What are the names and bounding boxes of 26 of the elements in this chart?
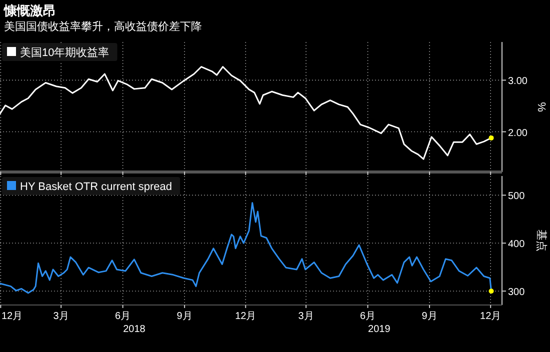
x-tick-label: 3月 [298,311,314,322]
y-axis-title: 基点 [535,230,548,252]
x-tick-label: 6月 [360,311,376,322]
x-tick-label: 9月 [176,311,192,322]
x-tick-label: 12月 [235,311,256,322]
y-tick-label: 3.00 [508,76,528,88]
line-series [0,202,492,294]
x-tick-label: 9月 [422,311,438,322]
title: 慷慨激昂 [4,3,56,18]
legend-label: 美国10年期收益率 [20,46,110,59]
x-tick-label: 3月 [53,311,69,322]
y-tick-label: 500 [508,191,526,202]
y-tick-label: 300 [508,287,526,298]
x2-tick-label: 2019 [368,324,391,335]
line-series [0,66,492,160]
x2-tick-label: 2018 [123,324,146,335]
y-axis-title: % [535,102,548,112]
y-tick-label: 2.00 [508,128,528,139]
legend: 美国10年期收益率 [2,43,118,61]
x-tick-label: 12月 [480,311,502,322]
y-tick-label: 400 [508,239,526,250]
x-tick-label: 6月 [115,311,131,322]
subtitle: 美国国债收益率攀升，高收益债价差下降 [4,21,202,33]
legend: HY Basket OTR current spread [2,177,180,195]
legend-label: HY Basket OTR current spread [20,181,172,193]
x-tick-label: 12月 [1,311,23,322]
